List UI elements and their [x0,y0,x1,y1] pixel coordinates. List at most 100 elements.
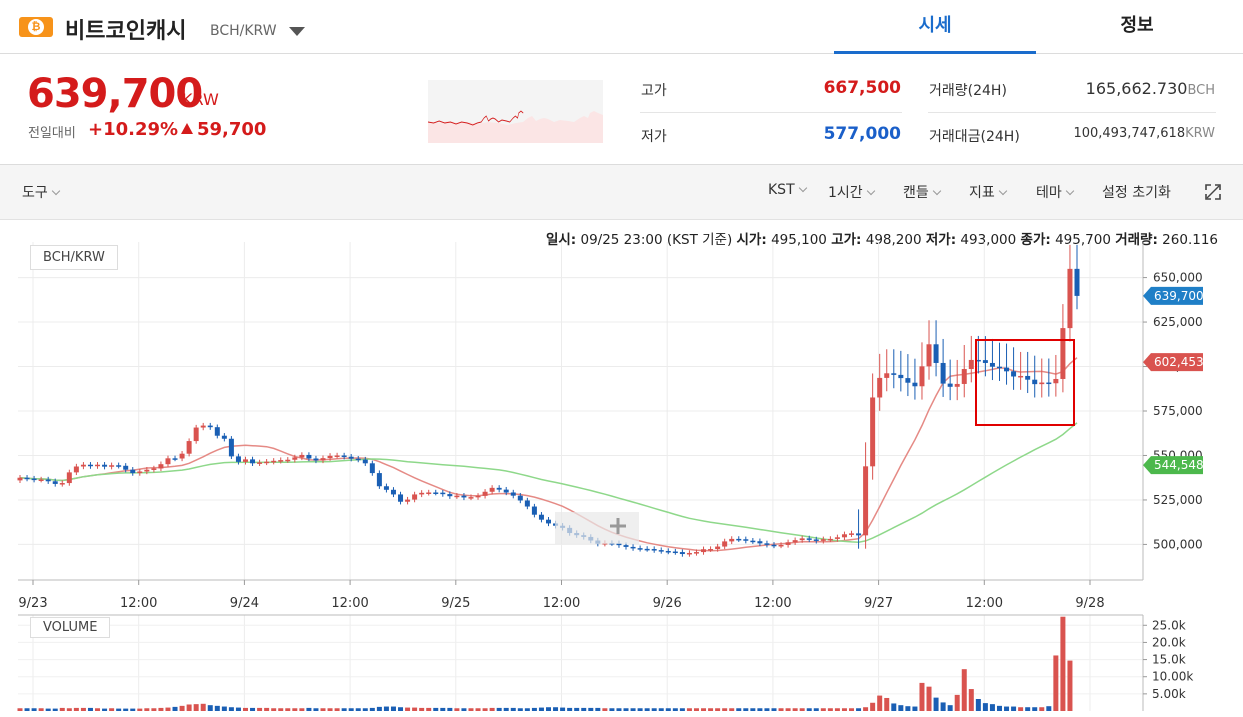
volume-bar [17,708,23,711]
timezone-dropdown[interactable]: KST [768,182,807,198]
candle-body [489,487,495,492]
volume-bar [327,708,333,711]
volume-bar [426,707,432,711]
mini-chart-line [427,110,524,126]
volume-bar [24,708,30,711]
low-label: 저가 [641,129,667,145]
volume-bar [433,707,439,711]
volume-bar [665,708,671,711]
volume-bar [954,694,960,711]
tab-info[interactable]: 정보 [1120,15,1154,36]
candle-body [419,492,425,495]
volume-bar [651,708,657,711]
volume-bar [489,707,495,711]
candle-body [45,479,51,482]
candle-body [200,425,206,428]
volume-bar [130,708,136,711]
candle-body [919,366,925,387]
volume-bar [250,707,256,711]
volume-bar [708,708,714,711]
theme-dropdown[interactable]: 테마 [1036,182,1075,202]
volume-bar [947,705,953,711]
candle-body [496,487,502,490]
candle-body [1018,375,1024,378]
volume-bar [841,708,847,711]
tab-price[interactable]: 시세 [834,0,1036,54]
x-tick-label: 9/24 [230,596,259,611]
close-label: 종가: [1020,232,1051,248]
volume-label: 거래량: [1115,232,1158,248]
candle-body [1011,371,1017,377]
reset-settings-button[interactable]: 설정 초기화 [1102,185,1171,201]
tools-dropdown[interactable]: 도구 [22,182,61,202]
price-marker [1143,286,1203,305]
candle-body [877,377,883,398]
volume-bar [630,708,636,711]
candle-body [834,537,840,539]
chart-type-dropdown[interactable]: 캔들 [903,182,942,202]
candle-body [158,464,164,469]
candle-body [475,495,481,498]
volume-bar [398,707,404,711]
interval-dropdown[interactable]: 1시간 [828,182,875,202]
fullscreen-icon[interactable] [1204,183,1222,201]
volume-bar [546,707,551,711]
candle-body [250,459,256,464]
x-tick-label: 12:00 [966,596,1003,611]
volume-bar [891,703,897,711]
candle-body [292,457,298,460]
volume-bar [933,697,939,711]
volume-bar [1046,706,1052,711]
volume-bar [186,704,192,711]
volume-bar [609,708,615,711]
volume-bar [982,703,988,711]
volume-bar [221,706,227,711]
candle-body [926,344,932,367]
candle-body [264,461,270,464]
candle-body [383,486,389,490]
chart-pair-label: BCH/KRW [30,245,118,270]
volume-bar [1025,707,1031,711]
volume-bar [482,708,488,711]
indicators-dropdown[interactable]: 지표 [969,182,1008,202]
candle-body [679,552,685,555]
candle-body [1060,328,1066,379]
coin-selector-caret-icon[interactable] [289,27,305,36]
candle-body [799,538,805,541]
candle-body [961,369,967,384]
volume-bar [510,707,516,711]
candle-body [207,425,213,428]
volume-bar [827,708,833,711]
candle-body [306,454,312,459]
candle-body [940,362,946,384]
candle-body [686,552,692,555]
candle-body [595,540,601,544]
volume-bar [447,707,453,711]
candle-body [80,464,86,467]
volume-bar [553,707,559,711]
high-value: 667,500 [823,78,901,98]
candle-body [17,477,23,481]
candle-body [736,538,742,541]
chevron-down-icon [998,186,1008,196]
candle-body [581,535,587,537]
volume-value: 260.116 [1162,232,1218,248]
candle-body [567,527,573,534]
volume-bar [870,702,876,711]
volume-bar [214,705,220,711]
candle-body [144,469,150,472]
candle-body [785,542,791,545]
volume-bar [531,707,537,711]
volume-bar [560,707,566,711]
chart-type-label: 캔들 [903,185,929,201]
candle-body [193,427,199,442]
candle-body [658,550,664,552]
chevron-down-icon [51,186,61,196]
volume-bar [109,708,115,711]
high-label: 고가 [641,83,667,99]
coin-pair: BCH/KRW [210,23,277,39]
candle-body [341,455,347,457]
low-value: 493,000 [960,232,1017,248]
volume-bar [278,708,284,711]
candle-body [426,492,432,494]
